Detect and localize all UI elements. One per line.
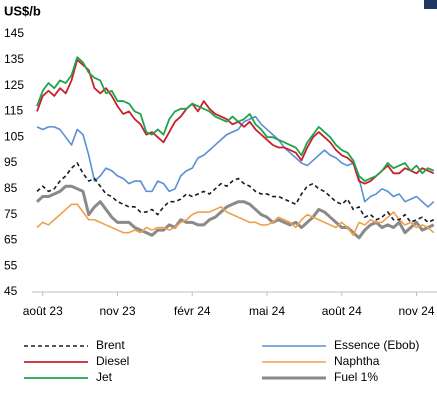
legend-label: Diesel — [96, 354, 129, 368]
series-line — [36, 162, 435, 224]
x-tick-label: nov 23 — [99, 304, 135, 318]
y-tick-label: 115 — [4, 104, 23, 118]
series-line — [36, 56, 435, 182]
y-tick-label: 125 — [4, 78, 24, 92]
y-tick-label: 145 — [4, 26, 24, 40]
series-line — [36, 58, 435, 185]
x-tick-label: févr 24 — [174, 304, 211, 318]
series-line — [35, 184, 435, 240]
x-tick-label: mai 24 — [249, 304, 285, 318]
y-tick-label: 65 — [4, 233, 18, 247]
y-tick-label: 45 — [4, 284, 18, 298]
y-tick-label: 55 — [4, 258, 18, 272]
y-tick-label: 105 — [4, 129, 24, 143]
x-tick-label: août 23 — [23, 304, 63, 318]
legend-label: Fuel 1% — [334, 370, 378, 384]
y-tick-label: 95 — [4, 155, 18, 169]
legend-label: Naphtha — [334, 354, 380, 368]
legend-label: Jet — [96, 370, 113, 384]
y-tick-label: 85 — [4, 181, 18, 195]
x-tick-label: août 24 — [322, 304, 362, 318]
legend-label: Essence (Ebob) — [334, 338, 419, 352]
x-tick-label: nov 24 — [398, 304, 434, 318]
series-line — [36, 115, 435, 208]
series-line — [36, 203, 435, 237]
legend-label: Brent — [96, 338, 125, 352]
y-tick-label: 75 — [4, 207, 18, 221]
corner-mark — [424, 0, 437, 9]
y-tick-label: 135 — [4, 52, 24, 66]
chart-title: US$/b — [4, 3, 41, 18]
